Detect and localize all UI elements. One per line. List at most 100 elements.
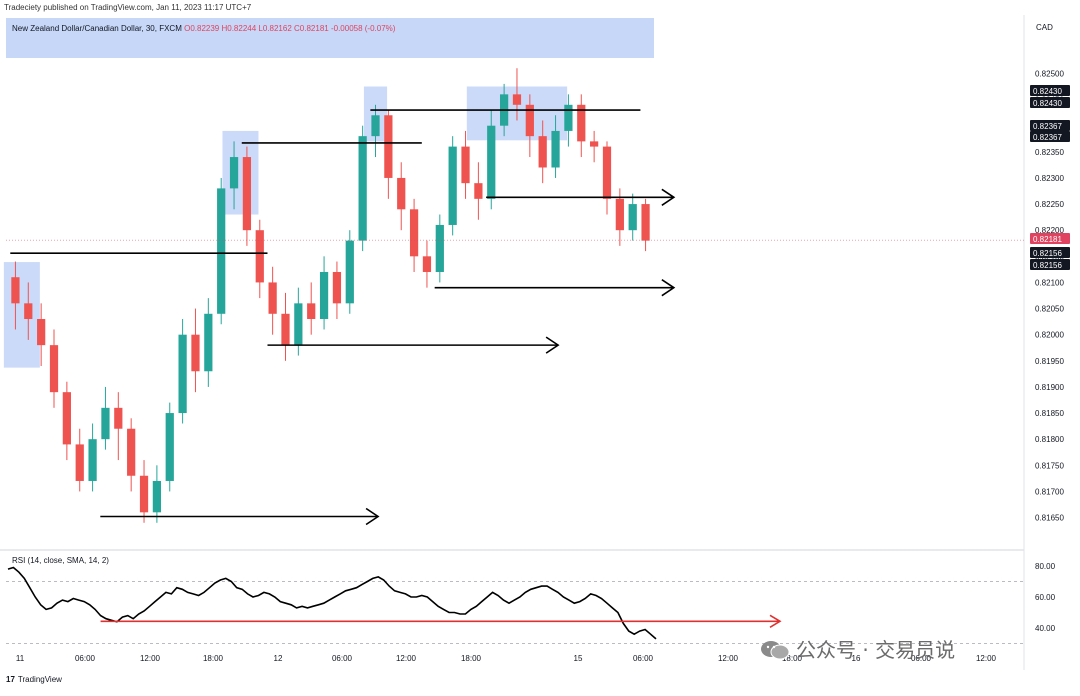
price-tick-label: 0.82000 bbox=[1035, 331, 1064, 340]
supply-demand-zones bbox=[3, 18, 654, 368]
price-label-badge bbox=[1030, 85, 1070, 96]
price-tick-label: 0.81900 bbox=[1035, 383, 1064, 392]
time-tick-label: 12 bbox=[274, 654, 283, 663]
rsi-legend[interactable]: RSI (14, close, SMA, 14, 2) bbox=[12, 556, 109, 565]
price-tick-label: 0.82100 bbox=[1035, 278, 1064, 287]
candle-body bbox=[384, 115, 393, 178]
change-value: -0.00058 (-0.07%) bbox=[330, 24, 396, 33]
time-tick-label: 16 bbox=[852, 654, 861, 663]
price-tick-label: 0.82500 bbox=[1035, 69, 1064, 78]
candle-body bbox=[461, 146, 470, 184]
candle-body bbox=[62, 392, 71, 445]
candle-body bbox=[358, 136, 367, 241]
candle-body bbox=[577, 104, 586, 142]
grid bbox=[0, 15, 1025, 670]
price-tick-label: 0.81750 bbox=[1035, 461, 1064, 470]
price-label-text: 0.82367 bbox=[1033, 122, 1062, 131]
candle-body bbox=[114, 407, 123, 429]
time-axis[interactable]: 11 06:00 12:00 18:00 12 06:00 12:00 18:00 15 06:0… bbox=[16, 654, 997, 663]
price-label-badge bbox=[1030, 131, 1070, 142]
price-tick-label: 0.81800 bbox=[1035, 435, 1064, 444]
candle-body bbox=[229, 157, 239, 189]
time-tick-label: 18:00 bbox=[782, 654, 803, 663]
candle-body bbox=[590, 141, 599, 147]
publish-caption: Tradeciety published on TradingView.com,… bbox=[4, 3, 252, 12]
rsi-trendline-arrow bbox=[769, 614, 782, 628]
time-tick-label: 12:00 bbox=[396, 654, 417, 663]
price-tick-label: 0.82050 bbox=[1035, 305, 1064, 314]
time-tick-label: 18:00 bbox=[461, 654, 482, 663]
price-label-badge bbox=[1030, 233, 1070, 244]
low-value: L0.82162 bbox=[258, 24, 292, 33]
wechat-icon bbox=[761, 641, 790, 660]
price-tick-label: 0.82300 bbox=[1035, 174, 1064, 183]
candle-body bbox=[409, 209, 419, 257]
candle-body bbox=[422, 256, 432, 272]
candle-body bbox=[11, 277, 20, 304]
candle-body bbox=[24, 303, 33, 320]
price-tick-label: 0.81850 bbox=[1035, 409, 1064, 418]
candle-body bbox=[397, 177, 406, 210]
candle-body bbox=[165, 413, 174, 481]
rsi-tick-label: 80.00 bbox=[1035, 562, 1056, 571]
candle-body bbox=[371, 115, 380, 137]
candle-body bbox=[242, 157, 252, 231]
time-tick-label: 06:00 bbox=[911, 654, 932, 663]
candlestick-series bbox=[11, 68, 650, 523]
candle-body bbox=[75, 444, 84, 481]
candle-body bbox=[448, 146, 457, 225]
price-label-text: 0.82430 bbox=[1033, 99, 1062, 108]
arrow-head bbox=[365, 507, 380, 526]
price-label-badge bbox=[1030, 120, 1070, 131]
candle-body bbox=[139, 475, 149, 513]
price-tick-label: 0.81700 bbox=[1035, 487, 1064, 496]
time-tick-label: 06:00 bbox=[75, 654, 96, 663]
tradingview-footer[interactable]: 17 TradingView bbox=[6, 675, 62, 684]
price-label-badge bbox=[1030, 247, 1070, 258]
candle-body bbox=[217, 188, 226, 314]
price-tick-label: 0.82200 bbox=[1035, 226, 1064, 235]
price-label-text: 0.82156 bbox=[1033, 249, 1062, 258]
symbol-name: New Zealand Dollar/Canadian Dollar, 30, … bbox=[12, 24, 182, 33]
watermark-text: 公众号 · 交易员说 bbox=[796, 638, 956, 662]
arrow-head bbox=[545, 336, 560, 354]
tradingview-logo-icon: 17 bbox=[6, 675, 15, 684]
candle-body bbox=[281, 313, 290, 346]
candle-body bbox=[435, 224, 444, 272]
price-axis[interactable]: CAD0.825000.824500.824000.823500.823000.… bbox=[1030, 23, 1070, 523]
symbol-legend[interactable]: New Zealand Dollar/Canadian Dollar, 30, … bbox=[12, 24, 395, 33]
candle-body bbox=[615, 198, 624, 231]
price-label-text: 0.82367 bbox=[1033, 133, 1062, 142]
candle-body bbox=[602, 146, 612, 199]
candle-body bbox=[255, 230, 264, 283]
time-tick-label: 12:00 bbox=[140, 654, 161, 663]
candle-body bbox=[37, 319, 46, 346]
candle-body bbox=[191, 334, 200, 372]
currency-label: CAD bbox=[1036, 23, 1053, 32]
candle-body bbox=[294, 303, 303, 346]
price-label-badge bbox=[1030, 97, 1070, 108]
price-label-text: 0.82430 bbox=[1033, 87, 1062, 96]
time-tick-label: 12:00 bbox=[976, 654, 997, 663]
candle-body bbox=[512, 94, 522, 105]
candle-body bbox=[345, 240, 354, 304]
candle-body bbox=[551, 130, 560, 168]
arrow-head bbox=[661, 278, 676, 297]
candle-body bbox=[88, 439, 97, 481]
price-label-text: 0.82156 bbox=[1033, 261, 1062, 270]
candle-body bbox=[332, 271, 342, 304]
rsi-line bbox=[7, 566, 657, 640]
legend-highlight-box bbox=[6, 18, 654, 58]
candle-body bbox=[307, 303, 316, 320]
rsi-tick-label: 40.00 bbox=[1035, 624, 1056, 633]
candle-body bbox=[49, 345, 59, 393]
candle-body bbox=[152, 480, 162, 513]
watermark: 公众号 · 交易员说 bbox=[760, 634, 955, 663]
candle-body bbox=[204, 313, 213, 372]
candle-body bbox=[178, 334, 187, 414]
candle-body bbox=[319, 271, 329, 320]
candle-body bbox=[525, 104, 534, 137]
time-tick-label: 11 bbox=[16, 654, 25, 663]
rsi-tick-label: 60.00 bbox=[1035, 593, 1056, 602]
